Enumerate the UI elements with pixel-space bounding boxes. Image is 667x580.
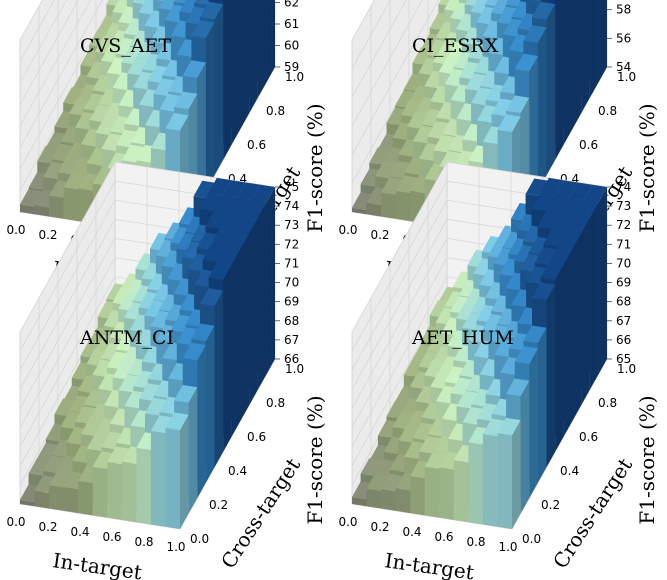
z-tick-label: 62 [284,0,299,10]
chart-panel-1: 5960616263646566670.00.20.40.60.81.00.00… [6,0,327,292]
y-tick-label: 0.0 [190,532,209,546]
ticks: 65 66 67 68 69 70 71 72 73 74 0.0 0.2 0.4 0.6 0.8 1.0 0.… [338,180,636,554]
z-tick-label: 73 [616,199,631,213]
y-tick-label: 0.4 [560,464,579,478]
y-tick-label: 0.0 [522,532,541,546]
z-tick-label: 59 [284,60,299,74]
chart-title: AET_HUM [411,327,514,349]
bar [165,412,189,529]
z-tick-label: 71 [616,237,631,251]
chart-title: CVS_AET [80,35,171,57]
z-axis-label: F1-score (%) [635,395,659,524]
ticks: 66 67 68 69 70 71 72 73 74 75 0.0 0.2 0.4 0.6 0.8 1.0 0.… [6,180,304,554]
z-tick-label: 69 [284,295,299,309]
x-tick-label: 0.6 [102,530,121,544]
x-tick-label: 1.0 [166,540,185,554]
z-axis-label: F1-score (%) [303,395,327,524]
z-tick-label: 75 [284,180,299,194]
bars [20,0,275,237]
z-tick-label: 74 [616,180,631,194]
bars [20,177,275,529]
x-tick-label: 0.4 [70,525,89,539]
x-tick-label: 0.2 [38,520,57,534]
bar [497,417,521,529]
z-tick-label: 67 [616,314,631,328]
y-tick-label: 0.8 [598,396,617,410]
y-tick-label: 0.2 [541,498,560,512]
z-tick-label: 70 [284,276,299,290]
z-tick-label: 54 [616,60,631,74]
z-tick-label: 71 [284,256,299,270]
x-tick-label: 0.2 [38,228,57,242]
x-tick-label: 0.0 [338,223,357,237]
x-tick-label: 0.0 [338,515,357,529]
chart-title: CI_ESRX [412,35,499,57]
x-axis-label: In-target [383,548,475,580]
z-tick-label: 70 [616,256,631,270]
z-tick-label: 68 [284,314,299,328]
x-tick-label: 0.2 [370,520,389,534]
z-axis-label: F1-score (%) [303,103,327,232]
y-tick-label: 0.6 [247,430,266,444]
chart-panel-2: 545658606264660.00.20.40.60.81.00.00.20.… [338,0,659,292]
x-tick-label: 0.0 [6,515,25,529]
z-tick-label: 68 [616,295,631,309]
y-tick-label: 0.8 [598,104,617,118]
y-tick-label: 1.0 [617,362,636,376]
z-tick-label: 56 [616,31,631,45]
y-tick-label: 0.8 [266,104,285,118]
z-tick-label: 67 [284,333,299,347]
z-tick-label: 65 [616,352,631,366]
x-axis-label: In-target [51,548,143,580]
bars [352,177,607,529]
y-tick-label: 0.6 [247,138,266,152]
chart-panel-4: 65 66 67 68 69 70 71 72 73 74 0.0 0.2 0.4 0.6 0.8 1.0 0.… [338,160,659,580]
y-tick-label: 0.2 [209,498,228,512]
z-tick-label: 58 [616,3,631,17]
x-tick-label: 0.6 [434,530,453,544]
chart-title: ANTM_CI [79,327,174,349]
x-tick-label: 0.2 [370,228,389,242]
z-tick-label: 72 [616,218,631,232]
y-tick-label: 0.4 [228,464,247,478]
z-axis-label: F1-score (%) [635,103,659,232]
chart-panel-3: 66 67 68 69 70 71 72 73 74 75 0.0 0.2 0.4 0.6 0.8 1.0 0.… [6,160,327,580]
x-tick-label: 0.0 [6,223,25,237]
x-tick-label: 0.4 [402,525,421,539]
z-tick-label: 66 [284,352,299,366]
z-tick-label: 73 [284,218,299,232]
z-tick-label: 61 [284,17,299,31]
z-tick-label: 66 [616,333,631,347]
x-tick-label: 1.0 [498,540,517,554]
x-tick-label: 0.8 [466,535,485,549]
z-tick-label: 69 [616,276,631,290]
y-tick-label: 0.6 [579,430,598,444]
y-tick-label: 0.6 [579,138,598,152]
y-tick-label: 1.0 [285,362,304,376]
y-tick-label: 1.0 [617,70,636,84]
z-tick-label: 60 [284,39,299,53]
y-tick-label: 0.8 [266,396,285,410]
z-tick-label: 72 [284,237,299,251]
x-tick-label: 0.8 [134,535,153,549]
y-tick-label: 1.0 [285,70,304,84]
z-tick-label: 74 [284,199,299,213]
